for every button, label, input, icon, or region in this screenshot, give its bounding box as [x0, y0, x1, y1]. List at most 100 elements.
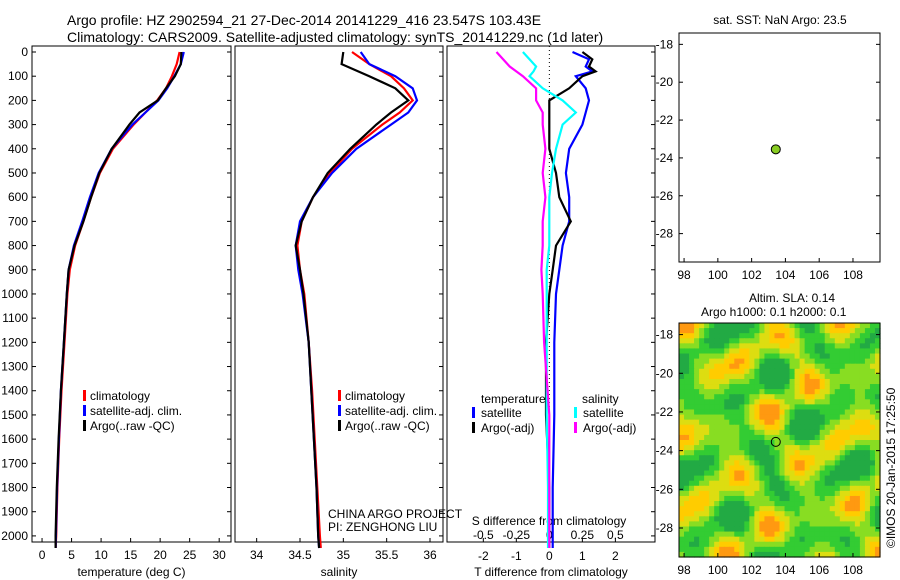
sla-cell — [699, 551, 705, 558]
sla-cell — [789, 511, 796, 517]
sla-cell — [784, 399, 791, 405]
sla-cell — [864, 445, 871, 451]
sla-cell — [864, 495, 871, 502]
sla-cell — [869, 414, 876, 421]
sla-cell — [679, 323, 685, 329]
sla-cell — [774, 455, 781, 461]
y-tick-label: 600 — [8, 190, 28, 204]
sla-cell — [699, 495, 705, 502]
sla-cell — [794, 389, 801, 395]
sla-cell — [849, 343, 856, 350]
sla-cell — [769, 333, 776, 339]
sla-cell — [784, 368, 791, 375]
sla-cell — [759, 511, 766, 517]
sla-cell — [774, 501, 781, 507]
sla-title-2: Argo h1000: 0.1 h2000: 0.1 — [701, 305, 847, 319]
sla-cell — [874, 541, 881, 548]
sla-cell — [864, 541, 871, 548]
sla-cell — [789, 363, 796, 370]
sla-cell — [699, 409, 705, 416]
y-tick-label: 1200 — [1, 335, 28, 349]
sla-cell — [854, 465, 861, 472]
y-tick-label: 1800 — [1, 481, 28, 495]
sla-cell — [834, 470, 841, 477]
sla-cell — [739, 429, 745, 436]
sla-cell — [714, 490, 720, 497]
sla-cell — [764, 475, 771, 482]
sla-cell — [744, 363, 750, 370]
sla-cell — [739, 551, 745, 558]
sla-cell — [704, 384, 710, 390]
series-line-climatology — [54, 51, 181, 549]
sla-cell — [749, 490, 755, 497]
sla-cell — [689, 323, 695, 329]
sla-cell — [869, 434, 876, 441]
sla-cell — [754, 480, 760, 487]
sla-cell — [714, 470, 720, 477]
sla-cell — [799, 424, 806, 431]
sla-cell — [739, 536, 745, 543]
sla-cell — [799, 455, 806, 461]
sla-cell — [694, 338, 700, 344]
sla-cell — [679, 429, 685, 436]
sla-cell — [729, 485, 735, 492]
sla-cell — [854, 399, 861, 405]
sla-cell — [789, 521, 796, 528]
sla-cell — [684, 531, 690, 538]
sla-cell — [869, 526, 876, 533]
sla-cell — [739, 485, 745, 492]
sla-cell — [844, 348, 851, 355]
y-tick-label: -28 — [656, 521, 674, 535]
sla-cell — [694, 419, 700, 426]
sla-cell — [684, 389, 690, 395]
sla-cell — [709, 521, 715, 528]
sla-cell — [859, 551, 866, 558]
sla-cell — [814, 404, 821, 411]
sla-cell — [869, 495, 876, 502]
sla-cell — [764, 323, 771, 329]
sla-cell — [804, 414, 811, 421]
sla-cell — [869, 490, 876, 497]
sla-cell — [804, 495, 811, 502]
sla-cell — [854, 333, 861, 339]
sla-cell — [854, 450, 861, 456]
sla-cell — [839, 501, 846, 507]
sla-cell — [769, 378, 776, 385]
sla-cell — [739, 440, 745, 446]
sla-cell — [749, 389, 755, 395]
sla-cell — [694, 358, 700, 365]
sla-cell — [854, 434, 861, 441]
sla-cell — [789, 328, 796, 334]
sla-cell — [729, 455, 735, 461]
sla-cell — [744, 328, 750, 334]
sla-cell — [679, 353, 685, 360]
sla-cell — [849, 348, 856, 355]
sla-cell — [764, 470, 771, 477]
sla-cell — [779, 465, 786, 472]
sla-cell — [839, 328, 846, 334]
sla-cell — [764, 394, 771, 400]
sla-cell — [864, 404, 871, 411]
y-tick-label: 1400 — [1, 384, 28, 398]
sla-cell — [684, 434, 690, 441]
sla-cell — [789, 404, 796, 411]
sla-cell — [784, 526, 791, 533]
sla-cell — [724, 348, 730, 355]
sla-cell — [764, 495, 771, 502]
sla-cell — [764, 419, 771, 426]
sla-cell — [804, 353, 811, 360]
sla-cell — [699, 445, 705, 451]
sla-cell — [754, 353, 760, 360]
sla-cell — [869, 501, 876, 507]
sla-cell — [679, 485, 685, 492]
sla-cell — [774, 485, 781, 492]
sla-cell — [849, 445, 856, 451]
sla-cell — [694, 450, 700, 456]
sla-cell — [769, 389, 776, 395]
sla-cell — [859, 460, 866, 467]
sla-cell — [834, 353, 841, 360]
sla-cell — [749, 333, 755, 339]
sla-cell — [714, 363, 720, 370]
sla-cell — [824, 511, 831, 517]
sla-cell — [744, 399, 750, 405]
